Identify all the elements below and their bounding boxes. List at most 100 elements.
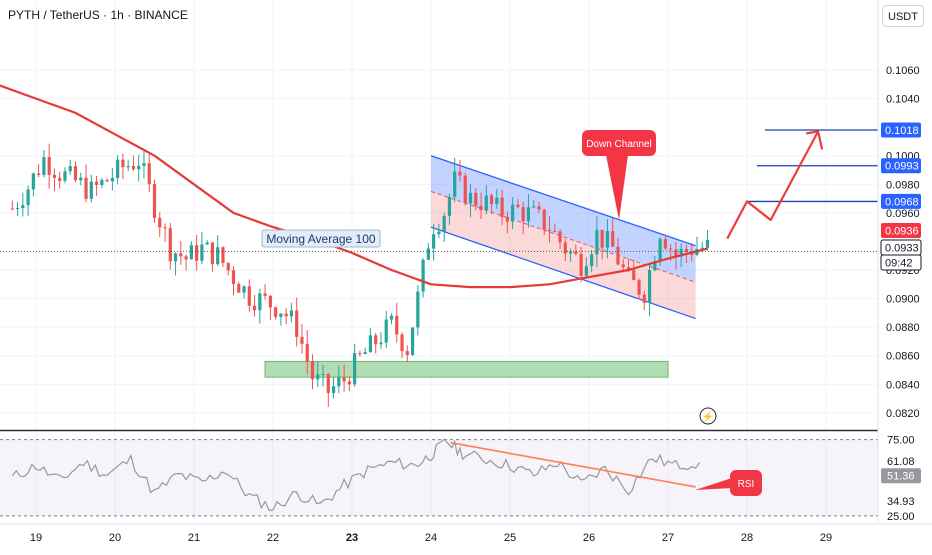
candle-body	[605, 231, 610, 248]
candle-body	[184, 256, 188, 260]
channel-lower-fill	[431, 191, 696, 319]
annotations: Down Channel ⚡	[0, 129, 878, 425]
rsi-tick-label: 75.00	[887, 435, 915, 447]
demand-zone	[264, 360, 669, 378]
candle-body	[616, 246, 620, 265]
lightning-icon: ⚡	[699, 407, 717, 425]
price-tick-label: 0.0900	[886, 294, 920, 306]
currency-button[interactable]: USDT	[882, 5, 924, 27]
candle-body	[305, 343, 309, 362]
chart-title: PYTH / TetherUS · 1h · BINANCE	[8, 8, 188, 22]
candle-body	[295, 310, 299, 337]
price-tick-label: 0.0980	[886, 179, 920, 191]
candle-body	[221, 247, 225, 264]
candle-body	[337, 377, 341, 387]
price-tick-label: 0.0840	[886, 379, 920, 391]
candle-body	[231, 270, 236, 285]
projection-arrowhead	[805, 130, 824, 150]
price-label-bg	[881, 223, 921, 238]
rsi-value-bg	[881, 468, 921, 484]
price-tick-label: 0.0820	[886, 408, 920, 420]
candle-body	[31, 173, 35, 190]
candle-body	[684, 248, 689, 252]
candle-body	[63, 171, 67, 181]
candle-body	[537, 206, 541, 210]
candle-body	[105, 179, 109, 182]
time-axis[interactable]: 19 20 21 22 23 24 25 26 27 28 29	[30, 532, 832, 544]
price-axis[interactable]: 0.10600.10400.10000.09800.09600.09200.09…	[877, 0, 932, 523]
price-tick-label: 0.1040	[886, 94, 920, 106]
candle-body	[353, 353, 357, 385]
candle-body	[121, 159, 125, 168]
candle-body	[511, 204, 515, 222]
candle-body	[89, 181, 93, 199]
candle-body	[310, 361, 315, 380]
price-tick-label: 0.0880	[886, 322, 920, 334]
candle-body	[516, 204, 520, 208]
candle-body	[663, 239, 667, 249]
rsi-tick-label: 25.00	[887, 511, 915, 523]
candle-body	[611, 231, 615, 247]
candle-body	[442, 215, 446, 232]
candle-body	[10, 208, 14, 210]
candle-body	[116, 159, 120, 178]
candle-body	[674, 249, 678, 257]
candle-body	[173, 253, 178, 262]
price-label-bg	[881, 122, 921, 138]
price-label-bg	[881, 158, 921, 174]
candle-body	[363, 352, 367, 355]
price-tick-label: 0.0960	[886, 208, 920, 220]
candle-body	[342, 377, 346, 382]
time-tick-label: 20	[109, 532, 121, 544]
candle-body	[532, 206, 536, 208]
candle-body	[395, 315, 399, 335]
candle-body	[21, 205, 25, 209]
candle-body	[242, 286, 246, 293]
candle-body	[642, 294, 646, 303]
candle-body	[558, 231, 562, 243]
channel-mid-line	[430, 190, 696, 283]
price-label-badge: 0.1018	[881, 122, 921, 138]
candle-body	[268, 295, 272, 308]
price-label-text: 0.0968	[885, 196, 919, 208]
candle-body	[84, 177, 88, 199]
candle-body	[384, 319, 388, 343]
candle-body	[489, 195, 494, 204]
ma-label-text: Moving Average 100	[266, 232, 376, 246]
down-channel	[430, 155, 696, 320]
price-label-bg	[881, 193, 921, 209]
rsi-line	[11, 438, 701, 511]
time-tick-label: 26	[583, 532, 595, 544]
candle-body	[553, 231, 557, 233]
price-label-badge: 0.0933	[880, 239, 922, 256]
candle-body	[137, 165, 141, 170]
candles	[10, 143, 710, 407]
price-label-text: 0.0933	[885, 243, 919, 255]
ma-label: Moving Average 100	[261, 229, 381, 248]
candle-body	[152, 184, 157, 218]
candle-body	[168, 228, 172, 262]
candle-body	[700, 247, 704, 250]
candle-body	[468, 192, 473, 204]
candle-body	[500, 197, 504, 218]
candle-body	[669, 248, 673, 250]
price-label-text: 09:42	[885, 258, 913, 270]
candle-body	[226, 263, 230, 271]
candle-body	[600, 229, 604, 248]
candle-body	[326, 374, 330, 393]
candle-body	[379, 342, 383, 345]
rsi-tick-label: 34.93	[887, 496, 915, 508]
candle-body	[73, 166, 78, 181]
grid	[0, 0, 932, 525]
candle-body	[479, 205, 483, 211]
candle-body	[505, 217, 509, 222]
demand-zone-rect	[264, 360, 669, 378]
candle-body	[252, 305, 257, 311]
candle-body	[189, 245, 193, 260]
ma-label-box	[261, 229, 381, 248]
candle-body	[347, 381, 351, 385]
rsi-callout-box	[730, 470, 762, 496]
candle-body	[131, 166, 136, 170]
